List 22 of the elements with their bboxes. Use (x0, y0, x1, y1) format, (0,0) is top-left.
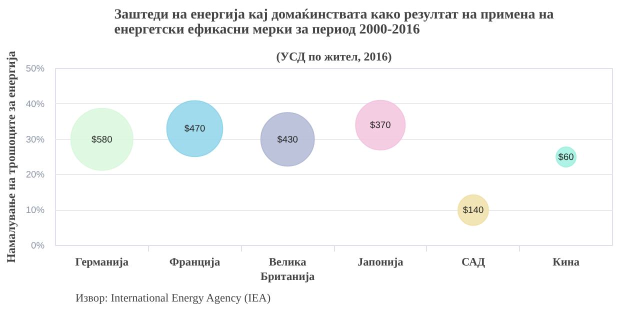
x-tick-label: САД (461, 256, 486, 268)
data-label: $140 (462, 205, 484, 216)
data-label: $370 (370, 120, 391, 130)
y-tick-label: 40% (26, 98, 44, 109)
y-tick-label: 30% (26, 134, 44, 144)
y-tick-label: 50% (26, 64, 44, 74)
data-label: $430 (277, 134, 298, 144)
chart-subtitle: (УСД по жител, 2016) (276, 50, 392, 64)
x-tick-label: Велика Британија (260, 256, 316, 283)
x-tick-label: Јапонија (357, 256, 404, 268)
data-label: $470 (184, 124, 206, 134)
y-tick-label: 20% (26, 170, 44, 180)
data-label: $580 (92, 134, 112, 144)
y-tick-label: 0% (31, 240, 44, 250)
y-tick-label: 10% (26, 205, 44, 216)
y-axis-title: Намалување на трошоците за енергија (4, 51, 18, 263)
text: Извор: International Energy Agency (IEA) (76, 292, 271, 304)
x-tick-label: Кина (552, 256, 580, 268)
x-tick-label: Германија (75, 256, 129, 268)
x-tick-label: Франција (169, 256, 220, 268)
chart-title: Заштеди на енергија кај домаќинствата како резултат на примена на енергетски ефикасни мерки за период 2000-2016 (114, 8, 554, 38)
data-label: $60 (558, 152, 574, 162)
